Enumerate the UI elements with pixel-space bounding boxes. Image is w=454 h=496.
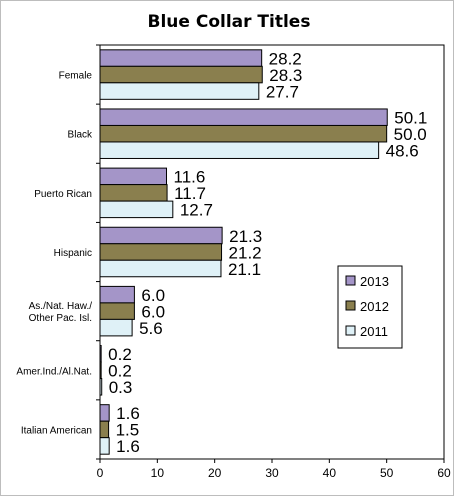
legend: 2013 2012 2011	[337, 265, 403, 349]
category-label-line: As./Nat. Haw./	[29, 301, 93, 312]
category-label-line: Amer.Ind./Al.Nat.	[16, 366, 92, 377]
x-tick-label: 30	[265, 466, 279, 480]
category-label: Puerto Rican	[34, 189, 92, 200]
category-label-line: Hispanic	[54, 248, 92, 259]
bar-2013	[99, 226, 223, 245]
bar-2011	[99, 378, 103, 396]
legend-label-2013: 2013	[360, 274, 389, 289]
data-label: 11.6	[174, 168, 206, 187]
x-tick-label: 40	[323, 466, 337, 480]
category-label-line: Italian American	[21, 425, 92, 436]
category-label-line: Female	[59, 71, 93, 82]
data-label: 27.7	[266, 82, 299, 101]
bar-2013	[99, 285, 135, 304]
data-label: 0.3	[109, 378, 133, 397]
data-label: 21.2	[229, 243, 262, 262]
category-label: Hispanic	[54, 248, 92, 259]
data-label: 0.2	[108, 345, 132, 364]
category-label: Female	[59, 71, 93, 82]
data-label: 1.5	[116, 421, 140, 440]
bar-2011	[99, 200, 174, 219]
data-label: 21.1	[228, 260, 261, 279]
legend-label-2012: 2012	[360, 299, 389, 314]
x-tick-label: 10	[151, 466, 165, 480]
category-label: As./Nat. Haw./Other Pac. Isl.	[29, 301, 93, 324]
bar-2012	[99, 420, 110, 439]
category-label: Italian American	[21, 425, 92, 436]
chart-title: Blue Collar Titles	[148, 12, 311, 32]
legend-swatch-2011	[345, 325, 356, 336]
legend-label-2011: 2011	[360, 324, 388, 339]
data-label: 6.0	[141, 286, 165, 305]
bar-2012	[99, 302, 135, 320]
category-label-line: Other Pac. Isl.	[29, 313, 92, 324]
bar-2013	[99, 345, 102, 363]
data-label: 6.0	[141, 302, 165, 321]
x-tick-label: 50	[380, 466, 394, 480]
data-label: 11.7	[174, 184, 206, 203]
data-label: 1.6	[116, 437, 140, 456]
bar-2013	[99, 167, 168, 186]
bar-2011	[99, 259, 222, 278]
bar-2011	[99, 318, 133, 337]
legend-swatch-2013	[345, 275, 356, 286]
data-label: 0.2	[108, 362, 132, 381]
bar-2011	[99, 141, 380, 159]
data-label: 5.6	[139, 319, 163, 338]
bar-2011	[99, 437, 110, 455]
category-label-line: Puerto Rican	[34, 189, 92, 200]
data-label: 28.3	[269, 66, 302, 85]
data-label: 28.2	[269, 49, 302, 68]
legend-swatch-2012	[345, 300, 356, 311]
x-tick-label: 60	[437, 466, 451, 480]
bar-2012	[99, 124, 388, 143]
data-label: 48.6	[386, 141, 419, 160]
bar-2012	[99, 361, 102, 380]
bar-2013	[99, 108, 388, 126]
x-tick-label: 0	[97, 466, 104, 480]
bar-2013	[99, 404, 110, 422]
bar-2012	[99, 65, 263, 84]
data-label: 50.1	[394, 108, 427, 127]
category-label-line: Black	[68, 130, 93, 141]
bar-2013	[99, 49, 263, 67]
bar-2012	[99, 184, 168, 202]
x-tick-label: 20	[208, 466, 222, 480]
data-label: 21.3	[229, 227, 262, 246]
plot-area: 0 10 20 30 40 50 60 28.228.327.7 Female 50.150.04…	[16, 44, 451, 480]
bar-2012	[99, 243, 223, 261]
category-label: Black	[68, 130, 93, 141]
data-label: 12.7	[180, 201, 213, 220]
category-label: Amer.Ind./Al.Nat.	[16, 366, 92, 377]
bar-2011	[99, 82, 260, 100]
data-label: 1.6	[116, 404, 140, 423]
data-label: 50.0	[394, 125, 427, 144]
